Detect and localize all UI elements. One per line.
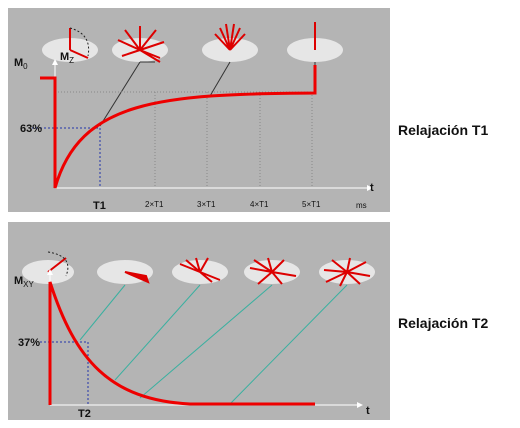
- tick-label: T2: [78, 408, 91, 420]
- tick-label: T1: [93, 200, 106, 212]
- unit-label: ms: [356, 201, 367, 210]
- percent-label: 37%: [18, 337, 40, 349]
- tick-label: 4×T1: [250, 200, 269, 209]
- tick-label: 2×T1: [145, 200, 164, 209]
- t1-title: Relajación T1: [398, 122, 488, 138]
- tick-label: 3×T1: [197, 200, 216, 209]
- axis-label: t: [370, 182, 374, 194]
- t2-panel: MXY 37% T2 t: [8, 222, 390, 420]
- tick-label: 5×T1: [302, 200, 321, 209]
- diagram: M0 MZ 63% T1 2×T1 3×T1 4×T1 5×T1 ms t Re…: [0, 0, 520, 428]
- percent-label: 63%: [20, 123, 42, 135]
- t2-title: Relajación T2: [398, 315, 488, 331]
- t1-panel: M0 MZ 63% T1 2×T1 3×T1 4×T1 5×T1 ms t: [8, 8, 390, 212]
- axis-label: t: [366, 405, 370, 417]
